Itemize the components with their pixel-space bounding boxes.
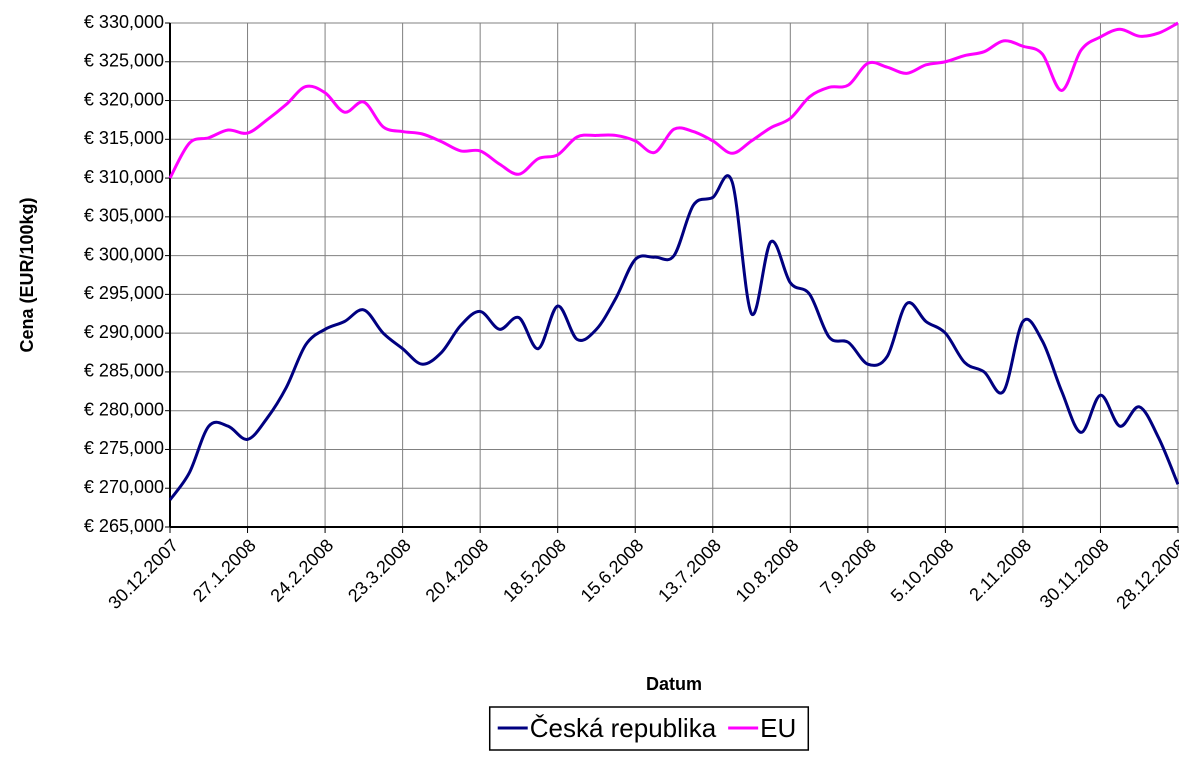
y-tick-label: € 325,000 [84,51,164,71]
x-tick-label: 7.9.2008 [816,535,880,599]
y-tick-label: € 290,000 [84,322,164,342]
x-tick-label: 10.8.2008 [732,535,803,606]
y-tick-label: € 275,000 [84,438,164,458]
y-tick-label: € 300,000 [84,244,164,264]
y-tick-label: € 285,000 [84,361,164,381]
x-tick-label: 5.10.2008 [887,535,958,606]
x-tick-label: 28.12.2008 [1112,535,1179,613]
y-tick-label: € 265,000 [84,516,164,536]
x-tick-label: 30.11.2008 [1036,535,1113,612]
legend: Česká republika EU [488,706,810,751]
legend-label: EU [760,713,796,743]
x-axis-label: Datum [646,674,702,694]
x-tick-label: 15.6.2008 [577,535,648,606]
x-tick-label: 30.12.2007 [104,535,182,613]
y-tick-label: € 295,000 [84,283,164,303]
x-tick-label: 13.7.2008 [654,535,725,606]
y-tick-label: € 280,000 [84,399,164,419]
y-tick-label: € 310,000 [84,167,164,187]
y-tick-label: € 270,000 [84,477,164,497]
x-tick-label: 27.1.2008 [189,535,260,606]
legend-label: Česká republika [530,713,717,743]
x-tick-label: 18.5.2008 [499,535,570,606]
x-tick-label: 24.2.2008 [266,535,337,606]
y-tick-label: € 320,000 [84,89,164,109]
y-axis-label: Cena (EUR/100kg) [17,197,37,352]
series-line [168,21,1179,179]
y-tick-label: € 330,000 [84,12,164,32]
series-line [168,174,1179,501]
x-tick-label: 20.4.2008 [422,535,493,606]
y-tick-label: € 305,000 [84,206,164,226]
x-tick-label: 2.11.2008 [965,535,1035,605]
x-tick-label: 23.3.2008 [344,535,415,606]
y-tick-label: € 315,000 [84,128,164,148]
